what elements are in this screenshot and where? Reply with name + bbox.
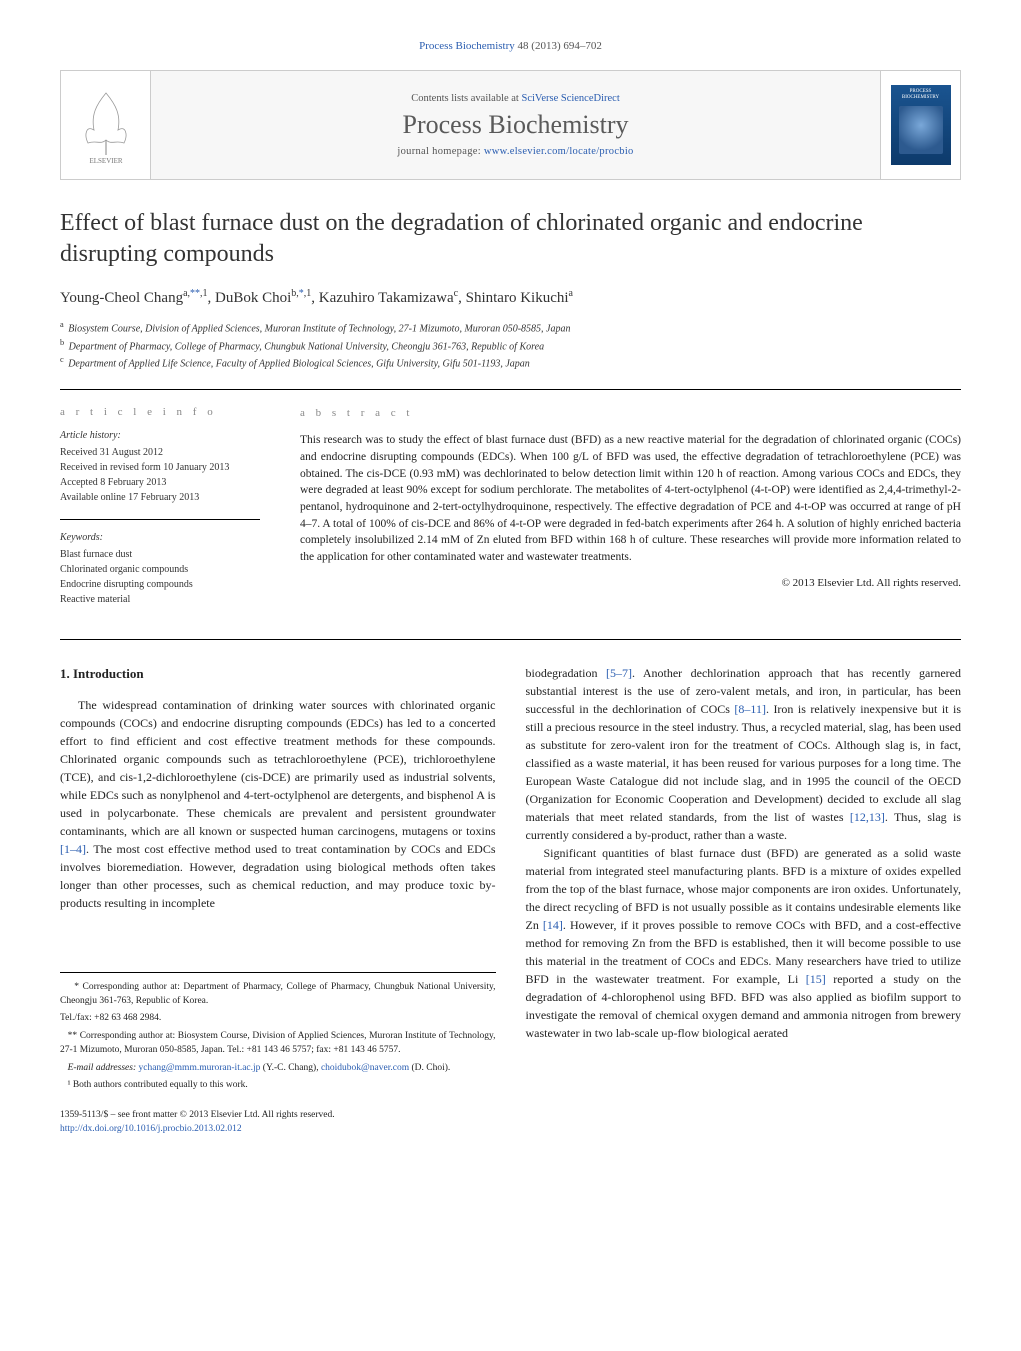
column-right: biodegradation [5–7]. Another dechlorina… <box>526 664 962 1136</box>
svg-text:ELSEVIER: ELSEVIER <box>89 157 122 165</box>
author-1-aff: a, <box>183 288 190 299</box>
body-columns: 1. Introduction The widespread contamina… <box>60 664 961 1136</box>
ref-14-link[interactable]: [14] <box>543 918 563 932</box>
col2-p1-a: biodegradation <box>526 666 606 680</box>
affiliation-c: c Department of Applied Life Science, Fa… <box>60 354 961 371</box>
abstract: a b s t r a c t This research was to stu… <box>300 406 961 621</box>
footer-meta: 1359-5113/$ – see front matter © 2013 El… <box>60 1109 496 1137</box>
affiliations: a Biosystem Course, Division of Applied … <box>60 319 961 371</box>
column-left: 1. Introduction The widespread contamina… <box>60 664 496 1136</box>
history-received: Received 31 August 2012 <box>60 445 260 460</box>
author-3-aff: c <box>454 288 458 299</box>
aff-text-c: Department of Applied Life Science, Facu… <box>68 358 530 369</box>
abstract-text: This research was to study the effect of… <box>300 432 961 565</box>
keyword-2: Chlorinated organic compounds <box>60 562 260 577</box>
author-4-aff: a <box>569 288 573 299</box>
contents-lists-line: Contents lists available at SciVerse Sci… <box>411 93 619 104</box>
journal-title: Process Biochemistry <box>402 110 628 140</box>
aff-text-a: Biosystem Course, Division of Applied Sc… <box>68 324 570 335</box>
article-history-block: Article history: Received 31 August 2012… <box>60 428 260 505</box>
ref-12-13-link[interactable]: [12,13] <box>850 810 885 824</box>
col2-para-1: biodegradation [5–7]. Another dechlorina… <box>526 664 962 844</box>
footnote-corr1: * Corresponding author at: Department of… <box>60 981 496 1009</box>
author-2-aff: b, <box>291 288 299 299</box>
footnote-corr2: ** Corresponding author at: Biosystem Co… <box>60 1030 496 1058</box>
affiliation-b: b Department of Pharmacy, College of Pha… <box>60 337 961 354</box>
keyword-4: Reactive material <box>60 592 260 607</box>
history-accepted: Accepted 8 February 2013 <box>60 475 260 490</box>
footnote-equal-contrib: ¹ Both authors contributed equally to th… <box>60 1079 496 1093</box>
aff-sup-b: b <box>60 338 64 347</box>
authors-line: Young-Cheol Changa,**,1, DuBok Choib,*,1… <box>60 288 961 307</box>
keyword-3: Endocrine disrupting compounds <box>60 577 260 592</box>
history-revised: Received in revised form 10 January 2013 <box>60 460 260 475</box>
banner-cover-cell: PROCESS BIOCHEMISTRY <box>880 71 960 179</box>
footnote-corr1-tel: Tel./fax: +82 63 468 2984. <box>60 1012 496 1026</box>
col1-para-1: The widespread contamination of drinking… <box>60 696 496 912</box>
running-header-citation: 48 (2013) 694–702 <box>515 40 602 52</box>
article-title: Effect of blast furnace dust on the degr… <box>60 208 961 270</box>
homepage-prefix: journal homepage: <box>397 146 483 157</box>
running-header-journal-link[interactable]: Process Biochemistry <box>419 40 515 52</box>
email-1-link[interactable]: ychang@mmm.muroran-it.ac.jp <box>138 1063 260 1073</box>
email-2-who: (D. Choi). <box>409 1063 450 1073</box>
article-info: a r t i c l e i n f o Article history: R… <box>60 406 260 621</box>
author-2-corr-link[interactable]: * <box>299 288 304 299</box>
ref-15-link[interactable]: [15] <box>806 972 826 986</box>
divider-bottom <box>60 639 961 640</box>
author-1: Young-Cheol Chang <box>60 290 183 306</box>
keyword-1: Blast furnace dust <box>60 547 260 562</box>
journal-banner: ELSEVIER Contents lists available at Sci… <box>60 70 961 180</box>
col2-p1-c: . Iron is relatively inexpensive but it … <box>526 702 962 824</box>
author-1-corr-link[interactable]: ** <box>190 288 200 299</box>
banner-center: Contents lists available at SciVerse Sci… <box>151 71 880 179</box>
journal-cover-thumbnail: PROCESS BIOCHEMISTRY <box>891 85 951 165</box>
aff-sup-a: a <box>60 320 64 329</box>
footnote-emails: E-mail addresses: ychang@mmm.muroran-it.… <box>60 1062 496 1076</box>
journal-homepage-link[interactable]: www.elsevier.com/locate/procbio <box>484 146 634 157</box>
cover-thumb-image <box>899 106 943 154</box>
history-online: Available online 17 February 2013 <box>60 490 260 505</box>
info-abstract-row: a r t i c l e i n f o Article history: R… <box>60 390 961 639</box>
author-3: Kazuhiro Takamizawa <box>319 290 454 306</box>
keywords-block: Keywords: Blast furnace dust Chlorinated… <box>60 530 260 607</box>
email-2-link[interactable]: choidubok@naver.com <box>321 1063 409 1073</box>
abstract-copyright: © 2013 Elsevier Ltd. All rights reserved… <box>300 576 961 592</box>
footnotes: * Corresponding author at: Department of… <box>60 972 496 1093</box>
col2-para-2: Significant quantities of blast furnace … <box>526 844 962 1042</box>
elsevier-tree-logo-icon: ELSEVIER <box>76 85 136 165</box>
col1-p1-b: . The most cost effective method used to… <box>60 842 496 910</box>
section-1-heading: 1. Introduction <box>60 664 496 684</box>
author-4: Shintaro Kikuchi <box>466 290 569 306</box>
info-divider <box>60 519 260 520</box>
email-1-who: (Y.-C. Chang), <box>260 1063 321 1073</box>
banner-publisher-logo-cell: ELSEVIER <box>61 71 151 179</box>
col1-p1-a: The widespread contamination of drinking… <box>60 698 496 838</box>
running-header: Process Biochemistry 48 (2013) 694–702 <box>60 40 961 52</box>
cover-thumb-title: PROCESS BIOCHEMISTRY <box>891 89 951 100</box>
affiliation-a: a Biosystem Course, Division of Applied … <box>60 319 961 336</box>
ref-8-11-link[interactable]: [8–11] <box>734 702 766 716</box>
ref-1-4-link[interactable]: [1–4] <box>60 842 86 856</box>
ref-5-7-link[interactable]: [5–7] <box>606 666 632 680</box>
section-title: Introduction <box>73 666 144 681</box>
doi-line: http://dx.doi.org/10.1016/j.procbio.2013… <box>60 1123 496 1137</box>
article-info-heading: a r t i c l e i n f o <box>60 406 260 418</box>
section-number: 1. <box>60 666 70 681</box>
abstract-heading: a b s t r a c t <box>300 406 961 422</box>
article-history-label: Article history: <box>60 428 260 443</box>
author-2: DuBok Choi <box>215 290 291 306</box>
aff-text-b: Department of Pharmacy, College of Pharm… <box>69 341 544 352</box>
scidirect-link[interactable]: SciVerse ScienceDirect <box>521 93 619 104</box>
issn-line: 1359-5113/$ – see front matter © 2013 El… <box>60 1109 496 1123</box>
page-root: Process Biochemistry 48 (2013) 694–702 E… <box>0 0 1021 1177</box>
doi-prefix-link[interactable]: http://dx.doi.org/ <box>60 1124 124 1134</box>
email-label: E-mail addresses: <box>68 1063 139 1073</box>
doi-link[interactable]: 10.1016/j.procbio.2013.02.012 <box>124 1124 241 1134</box>
homepage-line: journal homepage: www.elsevier.com/locat… <box>397 146 633 157</box>
contents-prefix: Contents lists available at <box>411 93 521 104</box>
aff-sup-c: c <box>60 355 64 364</box>
keywords-label: Keywords: <box>60 530 260 545</box>
